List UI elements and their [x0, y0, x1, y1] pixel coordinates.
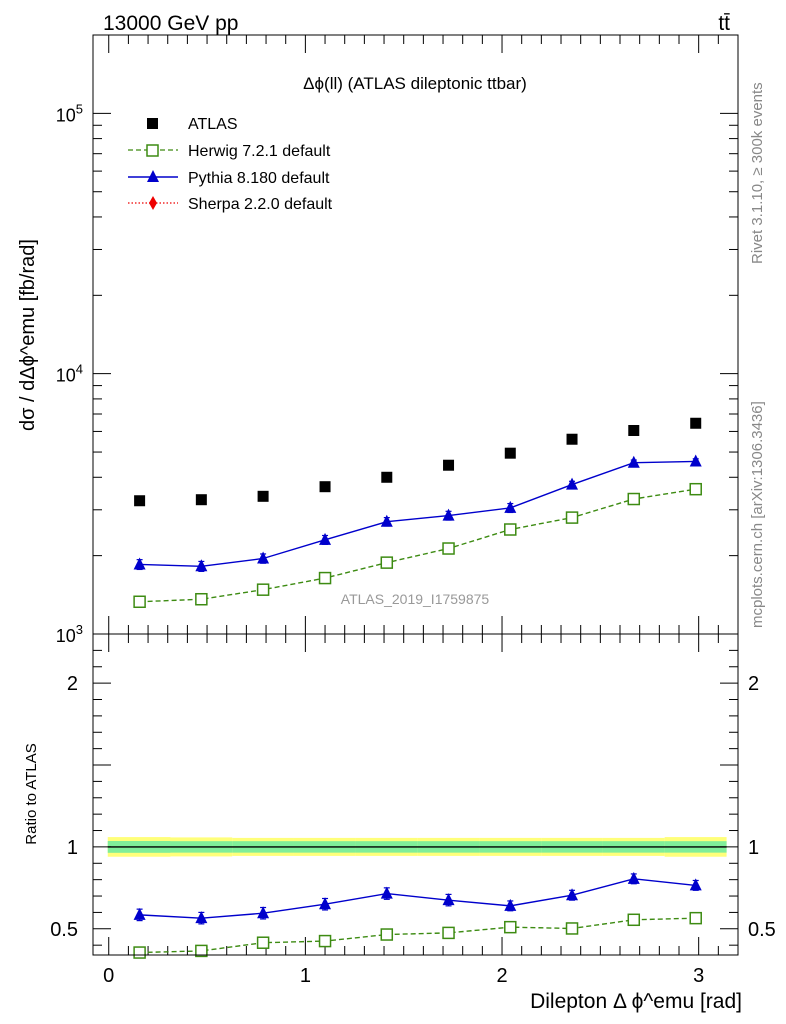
herwig-ratio-point — [380, 928, 394, 941]
atlas-point — [628, 424, 640, 436]
herwig-ratio-point — [689, 911, 702, 925]
pythia-point — [133, 557, 146, 570]
herwig-line — [139, 488, 696, 603]
herwig-ratio-point — [565, 922, 579, 935]
pythia-ratio-point — [566, 888, 579, 901]
x-tick-label: 3 — [693, 965, 704, 987]
legend-pythia-label: Pythia 8.180 default — [188, 170, 330, 187]
process-label: tt̄ — [718, 12, 730, 35]
ratio-y-tick-label: 1 — [748, 837, 759, 859]
pythia-point — [442, 508, 455, 521]
herwig-ratio-point — [195, 944, 208, 958]
herwig-point — [689, 482, 702, 496]
y-tick-label: 103 — [56, 622, 83, 646]
x-tick-label: 2 — [496, 965, 507, 987]
x-axis-label: Dilepton Δ ϕ^emu [rad] — [530, 990, 742, 1013]
atlas-point — [690, 417, 702, 429]
legend-sherpa-marker — [149, 196, 157, 210]
legend-pythia-marker — [147, 170, 159, 182]
analysis-id: ATLAS_2019_I1759875 — [341, 591, 490, 607]
herwig-ratio-point — [318, 934, 332, 948]
herwig-point — [442, 542, 455, 555]
pythia-ratio-point — [442, 893, 455, 906]
x-tick-label: 0 — [103, 965, 114, 987]
pythia-ratio-point — [195, 911, 208, 924]
herwig-point — [380, 556, 394, 569]
ratio-frame — [92, 633, 739, 956]
pythia-point — [566, 477, 579, 490]
pythia-ratio-point — [504, 898, 517, 911]
atlas-point — [566, 433, 578, 445]
pythia-point — [689, 454, 702, 467]
ratio-y-tick-label: 0.5 — [50, 919, 78, 941]
rivet-label: Rivet 3.1.10, ≥ 300k events — [749, 82, 766, 264]
ratio-y-tick-label: 2 — [748, 673, 759, 695]
ratio-ylabel: Ratio to ATLAS — [23, 743, 40, 844]
herwig-point — [133, 595, 146, 609]
pythia-point — [319, 532, 332, 545]
pythia-ratio-point — [689, 878, 702, 891]
herwig-point — [504, 523, 517, 536]
legend-atlas-marker — [147, 118, 158, 129]
herwig-ratio-line — [139, 917, 696, 954]
pythia-ratio-point — [627, 871, 640, 884]
pythia-ratio-line — [139, 878, 696, 919]
herwig-point — [318, 571, 332, 585]
atlas-point — [195, 494, 207, 506]
legend-herwig-label: Herwig 7.2.1 default — [188, 143, 331, 160]
y-tick-label: 105 — [56, 101, 83, 125]
mcplots-label: mcplots.cern.ch [arXiv:1306.3436] — [749, 401, 766, 628]
main-title: Δϕ(ll) (ATLAS dileptonic ttbar) — [303, 74, 527, 93]
atlas-point — [381, 471, 393, 483]
pythia-point — [195, 559, 208, 572]
herwig-ratio-point — [256, 936, 270, 949]
pythia-ratio-point — [319, 897, 332, 910]
herwig-ratio-point — [133, 946, 146, 959]
herwig-point — [565, 511, 579, 524]
x-tick-label: 1 — [300, 965, 311, 987]
main-panel: 103 104 105 Δϕ(ll) (ATLAS dileptonic ttbar… — [17, 34, 739, 646]
y-tick-label: 104 — [56, 362, 83, 386]
ratio-panel: 0.5 0.5 1 1 2 2 Ratio to ATLAS 0 1 2 3 Dilepton … — [23, 633, 776, 1013]
ratio-y-tick-label: 2 — [67, 673, 78, 695]
herwig-ratio-point — [504, 920, 517, 934]
legend-sherpa-label: Sherpa 2.2.0 default — [188, 196, 333, 213]
herwig-ratio-point — [442, 926, 455, 940]
pythia-point — [257, 551, 270, 564]
herwig-point — [256, 583, 270, 596]
ratio-y-tick-label: 1 — [67, 837, 78, 859]
pythia-point — [627, 455, 640, 468]
herwig-ratio-point — [627, 913, 641, 927]
main-ylabel: dσ / dΔϕ^emu [fb/rad] — [17, 239, 39, 431]
herwig-point — [627, 492, 641, 506]
pythia-point — [380, 514, 393, 527]
pythia-ratio-point — [257, 906, 270, 919]
atlas-point — [443, 459, 455, 471]
ratio-y-tick-label: 0.5 — [748, 919, 776, 941]
pythia-line — [139, 460, 696, 568]
legend-atlas-label: ATLAS — [188, 116, 238, 133]
pythia-point — [504, 500, 517, 513]
herwig-point — [195, 592, 208, 606]
legend: ATLAS Herwig 7.2.1 default Pythia 8.180 … — [128, 116, 333, 213]
atlas-point — [504, 447, 516, 459]
atlas-point — [257, 490, 269, 502]
legend-herwig-marker — [146, 144, 159, 157]
pythia-ratio-point — [133, 907, 146, 920]
atlas-point — [319, 481, 331, 493]
energy-label: 13000 GeV pp — [103, 12, 238, 35]
pythia-ratio-point — [380, 886, 393, 899]
atlas-point — [134, 495, 146, 507]
